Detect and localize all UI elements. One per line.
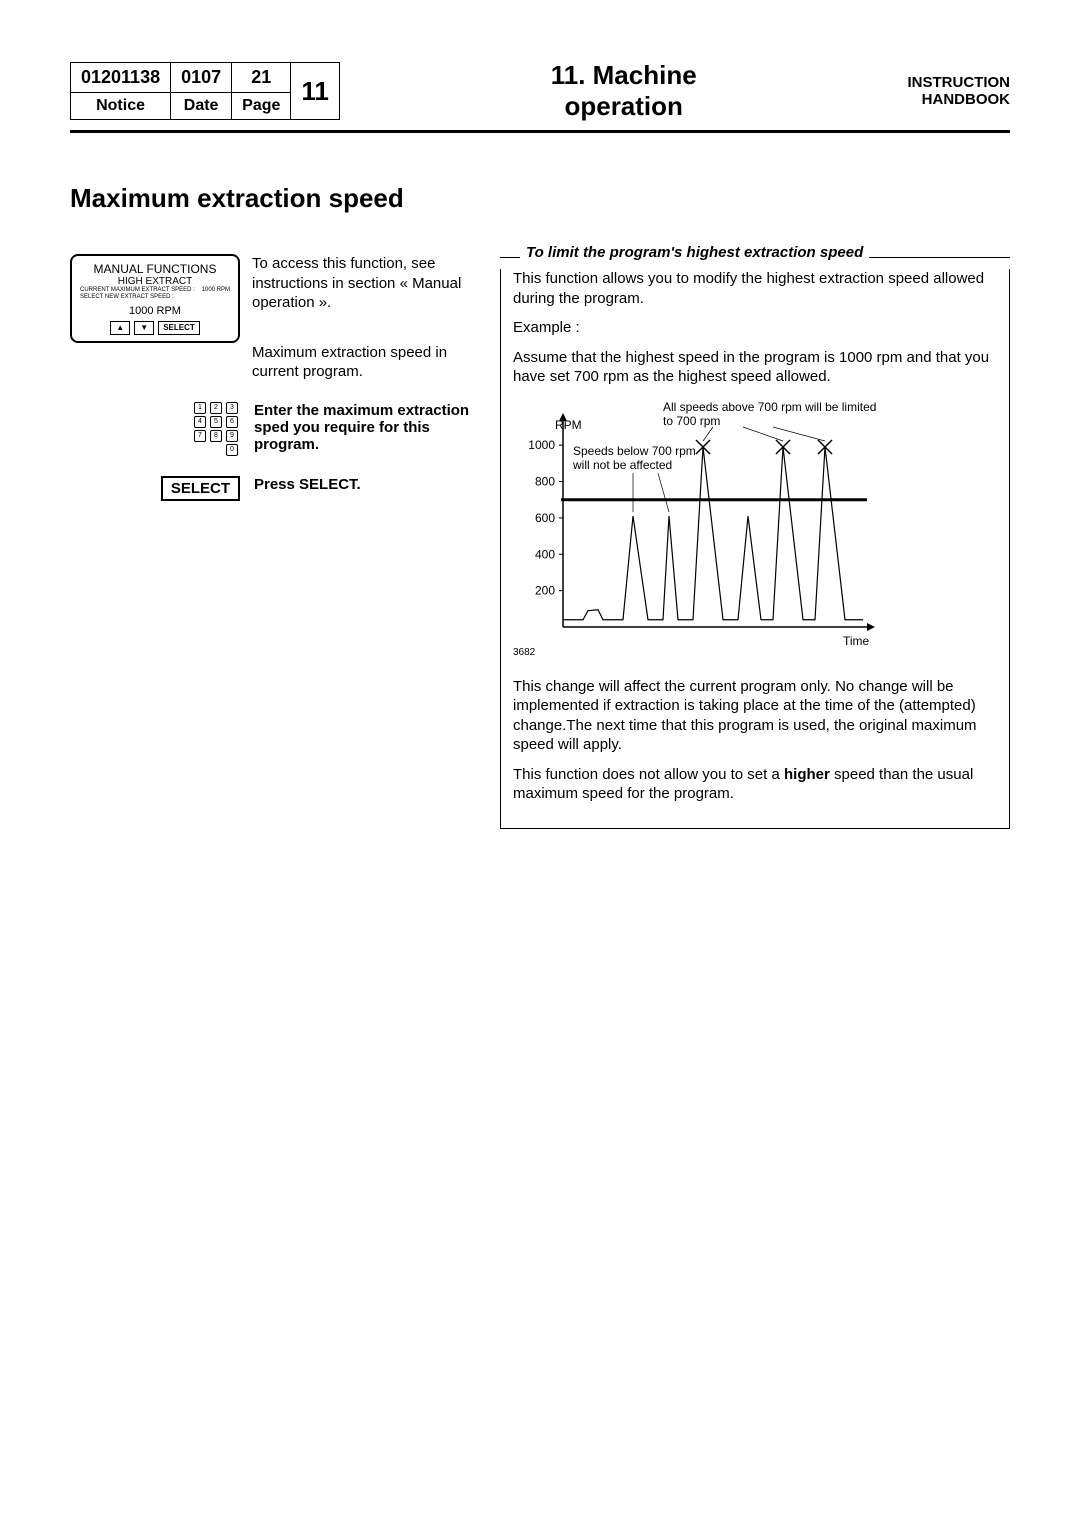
lcd-line1: CURRENT MAXIMUM EXTRACT SPEED : 1000 RPM — [76, 287, 234, 294]
notice-label: Notice — [71, 93, 171, 120]
page-header: 01201138 0107 21 11 Notice Date Page 11.… — [70, 60, 1010, 133]
svg-text:will not be affected: will not be affected — [572, 458, 672, 472]
step-3-text: Press SELECT. — [254, 476, 470, 493]
right-legend: To limit the program's highest extractio… — [520, 244, 869, 261]
svg-text:Time: Time — [843, 634, 870, 648]
chapter-title: 11. Machine operation — [340, 60, 908, 122]
right-p1: This function allows you to modify the h… — [513, 269, 997, 308]
right-p2: Example : — [513, 318, 997, 338]
notice-number: 01201138 — [71, 63, 171, 93]
svg-text:All speeds above 700 rpm will: All speeds above 700 rpm will be limited — [663, 400, 876, 414]
handbook-label: INSTRUCTION HANDBOOK — [908, 74, 1011, 108]
svg-text:800: 800 — [535, 474, 555, 488]
right-p3: Assume that the highest speed in the pro… — [513, 348, 997, 387]
lcd-select-label: SELECT — [158, 321, 200, 335]
svg-text:400: 400 — [535, 547, 555, 561]
right-column: To limit the program's highest extractio… — [500, 254, 1010, 829]
lcd-subtitle: HIGH EXTRACT — [76, 276, 234, 287]
section-title: Maximum extraction speed — [70, 183, 1010, 214]
svg-text:3682: 3682 — [513, 647, 536, 658]
up-arrow-icon: ▲ — [110, 321, 130, 335]
page-value: 21 — [232, 63, 291, 93]
svg-text:200: 200 — [535, 584, 555, 598]
down-arrow-icon: ▼ — [134, 321, 154, 335]
svg-text:Speeds below 700 rpm: Speeds below 700 rpm — [573, 444, 696, 458]
header-info-table: 01201138 0107 21 11 Notice Date Page — [70, 62, 340, 120]
left-column: MANUAL FUNCTIONS HIGH EXTRACT CURRENT MA… — [70, 254, 470, 829]
lcd-panel: MANUAL FUNCTIONS HIGH EXTRACT CURRENT MA… — [70, 254, 240, 342]
date-value: 0107 — [171, 63, 232, 93]
left-para-1: To access this function, see instruction… — [252, 254, 470, 313]
svg-text:1000: 1000 — [528, 438, 555, 452]
svg-text:to 700 rpm: to 700 rpm — [663, 414, 720, 428]
chapter-number: 11 — [291, 63, 340, 120]
svg-text:RPM: RPM — [555, 418, 582, 432]
speed-limit-chart: 200 400 600 800 1000RPM Time 3682 All speeds ab… — [513, 397, 883, 667]
page-label: Page — [232, 93, 291, 120]
right-p5: This function does not allow you to set … — [513, 765, 997, 804]
svg-text:600: 600 — [535, 511, 555, 525]
step-2-text: Enter the maximum extraction sped you re… — [254, 402, 470, 453]
lcd-title: MANUAL FUNCTIONS — [76, 262, 234, 276]
select-button-graphic: SELECT — [161, 476, 240, 501]
lcd-line2: SELECT NEW EXTRACT SPEED : — [76, 294, 234, 301]
date-label: Date — [171, 93, 232, 120]
keypad-icon: 123 456 789 0 — [180, 402, 240, 456]
lcd-value: 1000 RPM — [76, 305, 234, 317]
left-para-2: Maximum extraction speed in current prog… — [252, 343, 470, 382]
right-p4: This change will affect the current prog… — [513, 677, 997, 755]
